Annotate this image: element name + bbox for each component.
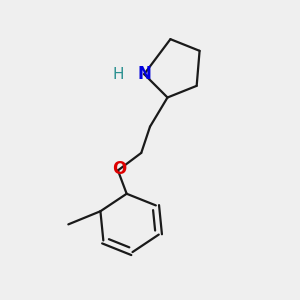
Text: H: H <box>112 67 124 82</box>
Text: O: O <box>112 160 127 178</box>
Text: N: N <box>137 65 151 83</box>
